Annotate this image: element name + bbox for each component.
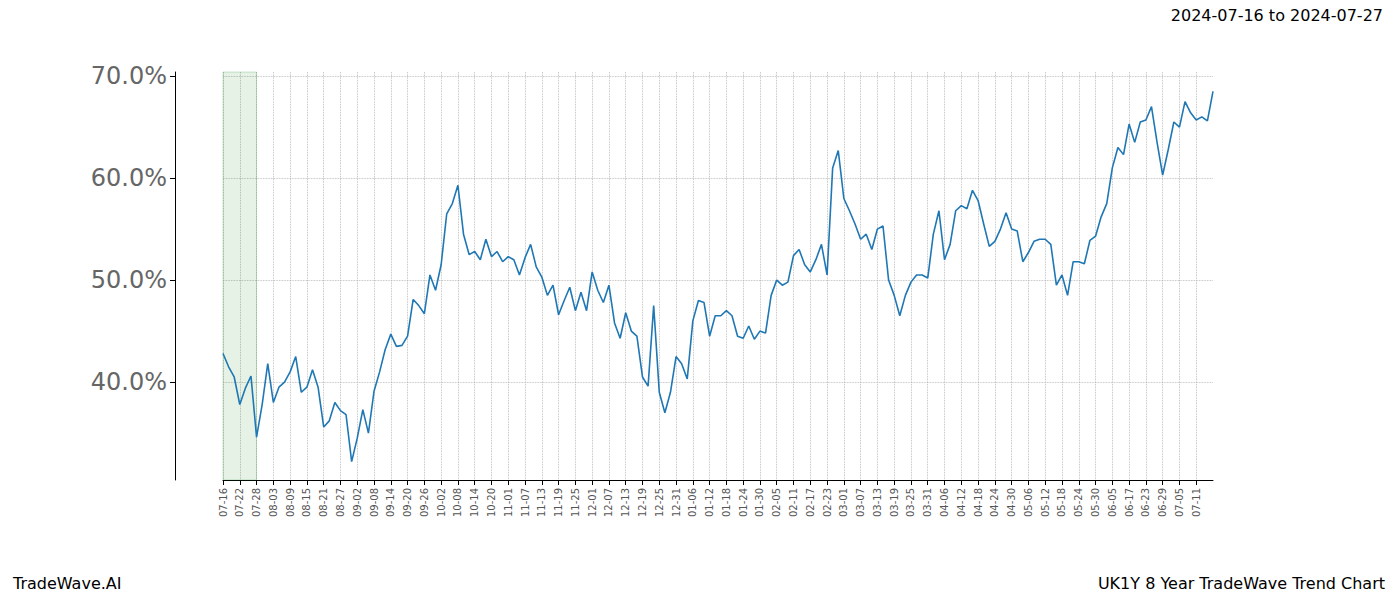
svg-text:03-31: 03-31: [922, 488, 933, 517]
svg-text:09-02: 09-02: [352, 488, 363, 517]
svg-text:04-30: 04-30: [1006, 488, 1017, 517]
svg-text:04-18: 04-18: [973, 488, 984, 517]
svg-text:12-13: 12-13: [620, 488, 631, 517]
svg-text:10-14: 10-14: [469, 488, 480, 517]
svg-text:08-09: 08-09: [285, 488, 296, 517]
svg-text:UK1Y 8 Year TradeWave Trend Ch: UK1Y 8 Year TradeWave Trend Chart: [1098, 574, 1385, 593]
svg-text:03-01: 03-01: [838, 488, 849, 517]
svg-text:05-12: 05-12: [1040, 488, 1051, 517]
svg-text:12-25: 12-25: [654, 488, 665, 517]
svg-text:07-16: 07-16: [218, 488, 229, 517]
svg-text:01-12: 01-12: [704, 488, 715, 517]
svg-text:04-06: 04-06: [939, 488, 950, 517]
svg-text:12-01: 12-01: [587, 488, 598, 517]
svg-text:08-15: 08-15: [301, 488, 312, 517]
svg-text:11-07: 11-07: [520, 488, 531, 517]
svg-text:02-11: 02-11: [788, 488, 799, 517]
svg-text:01-18: 01-18: [721, 488, 732, 517]
svg-text:07-11: 07-11: [1191, 488, 1202, 517]
svg-text:08-27: 08-27: [335, 488, 346, 517]
svg-text:05-24: 05-24: [1073, 488, 1084, 517]
svg-text:04-12: 04-12: [956, 488, 967, 517]
svg-text:03-19: 03-19: [889, 488, 900, 517]
svg-text:06-17: 06-17: [1124, 488, 1135, 517]
svg-text:07-05: 07-05: [1174, 488, 1185, 517]
svg-text:2024-07-16 to 2024-07-27: 2024-07-16 to 2024-07-27: [1171, 6, 1383, 25]
svg-text:06-05: 06-05: [1107, 488, 1118, 517]
svg-text:09-08: 09-08: [369, 488, 380, 517]
svg-text:06-29: 06-29: [1157, 488, 1168, 517]
svg-text:08-03: 08-03: [268, 488, 279, 517]
svg-text:01-06: 01-06: [687, 488, 698, 517]
svg-text:11-25: 11-25: [570, 488, 581, 517]
svg-text:03-07: 03-07: [855, 488, 866, 517]
svg-text:08-21: 08-21: [318, 488, 329, 517]
svg-text:05-18: 05-18: [1056, 488, 1067, 517]
svg-text:10-20: 10-20: [486, 488, 497, 517]
svg-text:02-23: 02-23: [822, 488, 833, 517]
svg-text:05-06: 05-06: [1023, 488, 1034, 517]
svg-text:05-30: 05-30: [1090, 488, 1101, 517]
svg-text:40.0%: 40.0%: [91, 368, 167, 396]
svg-text:12-19: 12-19: [637, 488, 648, 517]
svg-text:09-20: 09-20: [402, 488, 413, 517]
svg-text:01-24: 01-24: [738, 488, 749, 517]
svg-text:01-30: 01-30: [754, 488, 765, 517]
svg-text:11-19: 11-19: [553, 488, 564, 517]
svg-text:70.0%: 70.0%: [91, 62, 167, 90]
svg-text:50.0%: 50.0%: [91, 266, 167, 294]
svg-text:02-05: 02-05: [771, 488, 782, 517]
svg-text:07-28: 07-28: [251, 488, 262, 517]
svg-text:02-17: 02-17: [805, 488, 816, 517]
svg-text:12-31: 12-31: [671, 488, 682, 517]
svg-text:04-24: 04-24: [989, 488, 1000, 517]
svg-text:12-07: 12-07: [603, 488, 614, 517]
svg-text:60.0%: 60.0%: [91, 164, 167, 192]
svg-text:07-22: 07-22: [234, 488, 245, 517]
svg-text:11-01: 11-01: [503, 488, 514, 517]
svg-text:10-08: 10-08: [452, 488, 463, 517]
svg-text:11-13: 11-13: [536, 488, 547, 517]
svg-text:09-26: 09-26: [419, 488, 430, 517]
svg-text:06-23: 06-23: [1140, 488, 1151, 517]
svg-text:03-25: 03-25: [905, 488, 916, 517]
svg-text:03-13: 03-13: [872, 488, 883, 517]
svg-text:TradeWave.AI: TradeWave.AI: [12, 574, 121, 593]
svg-text:10-02: 10-02: [436, 488, 447, 517]
svg-text:09-14: 09-14: [385, 488, 396, 517]
